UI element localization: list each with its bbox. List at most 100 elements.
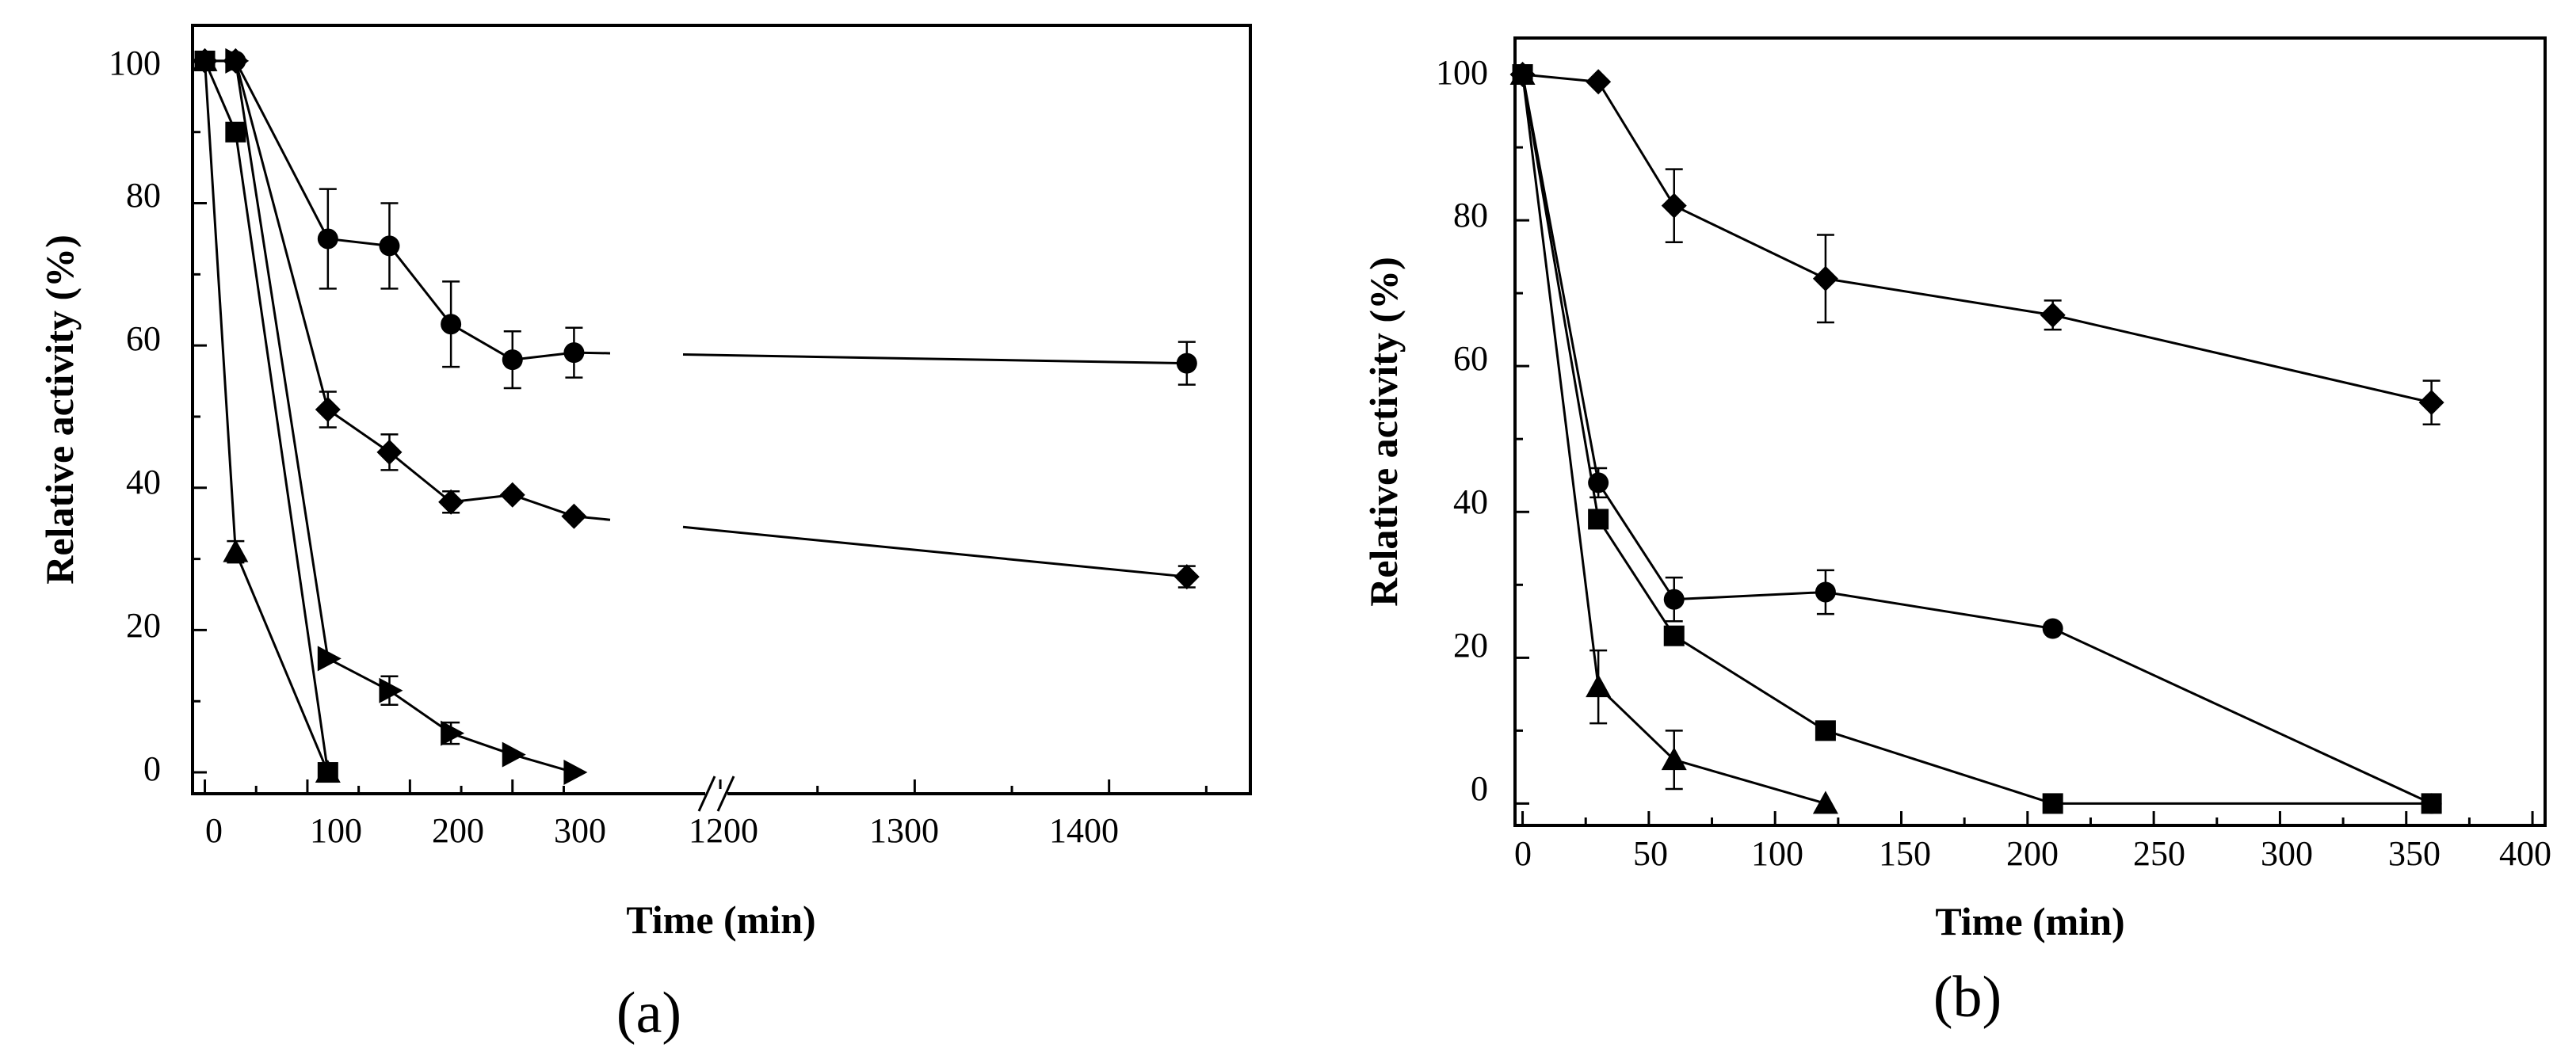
x-tick-label-b-400: 400 [2499, 834, 2551, 873]
axis-ticks-a [193, 59, 1208, 812]
x-axis-label-a: Time (min) [626, 897, 815, 942]
data-point-a-triangle-up-0 [192, 48, 218, 71]
x-tick-label-a-1400: 1400 [1049, 811, 1119, 850]
data-point-b-triangle-up-0 [1509, 62, 1536, 86]
y-tick-labels-b: 0 20 40 60 80 100 [1436, 53, 1488, 808]
x-tick-label-a-1300: 1300 [869, 811, 939, 850]
data-point-a-triangle-right-0 [225, 48, 250, 74]
line-segment-a-diamond-1 [234, 60, 330, 410]
data-point-a-triangle-up-1 [223, 539, 249, 562]
line-segment-b-square-1 [1597, 518, 1675, 637]
data-point-a-square-1 [225, 121, 246, 143]
data-point-a-triangle-right-3 [441, 720, 465, 746]
line-segment-a-circle-2 [327, 237, 390, 247]
plot-area-a [192, 48, 1200, 786]
data-point-a-diamond-2 [315, 397, 341, 422]
x-tick-label-b-0: 0 [1514, 834, 1532, 873]
y-tick-label-b-20: 20 [1453, 626, 1488, 665]
line-segment-b-square-2 [1673, 635, 1826, 732]
data-point-b-diamond-3 [1812, 265, 1838, 292]
line-segment-a-circle-5 [512, 351, 574, 361]
data-point-b-circle-2 [1663, 589, 1685, 610]
data-point-b-square-2 [1663, 625, 1685, 646]
line-segment-b-circle-2 [1673, 590, 1826, 601]
data-point-b-square-3 [1815, 720, 1836, 741]
line-segment-b-circle-4 [2052, 627, 2433, 805]
y-tick-label-a-100: 100 [109, 44, 161, 82]
y-tick-label-a-0: 0 [143, 749, 161, 788]
plot-area-b [1509, 62, 2444, 814]
data-point-a-circle-7 [1176, 353, 1197, 374]
data-point-a-diamond-5 [499, 482, 525, 508]
line-segment-b-diamond-2 [1673, 204, 1826, 280]
line-segment-a-circle-1 [235, 60, 330, 240]
chart-panel-a: 0 20 40 60 80 100 0 100 200 300 1200 130… [37, 24, 1252, 1046]
data-point-b-triangle-up-2 [1661, 747, 1687, 771]
y-tick-label-a-20: 20 [126, 606, 161, 645]
data-point-a-diamond-6 [561, 503, 587, 529]
y-axis-label-b: Relative activity (%) [1361, 257, 1406, 607]
y-tick-label-a-80: 80 [126, 176, 161, 215]
data-point-a-circle-4 [441, 314, 462, 335]
line-segment-b-triangle-up-2 [1673, 758, 1826, 805]
plot-frame-b [1513, 36, 2547, 827]
line-segment-a-diamond-2 [326, 408, 391, 454]
x-tick-label-a-0: 0 [205, 811, 223, 850]
x-tick-label-a-300: 300 [554, 811, 606, 850]
line-segment-b-triangle-up-0 [1521, 74, 1600, 688]
panel-label-a: (a) [616, 981, 681, 1046]
x-tick-label-b-200: 200 [2006, 834, 2059, 873]
data-point-a-circle-5 [502, 349, 523, 371]
line-segment-b-diamond-1 [1597, 81, 1676, 207]
axis-ticks-b [1515, 73, 2534, 825]
x-tick-label-a-100: 100 [310, 811, 362, 850]
data-point-a-triangle-right-4 [502, 741, 526, 768]
y-tick-label-b-0: 0 [1471, 769, 1488, 808]
x-tick-labels-a: 0 100 200 300 1200 1300 1400 [205, 811, 1119, 850]
data-point-a-diamond-4 [438, 489, 464, 515]
line-segment-b-triangle-up-1 [1597, 686, 1675, 761]
data-point-b-circle-3 [1815, 581, 1836, 603]
data-point-b-circle-4 [2042, 618, 2063, 639]
data-point-b-square-1 [1588, 509, 1609, 530]
data-point-a-triangle-up-2 [315, 760, 341, 783]
x-tick-label-b-100: 100 [1751, 834, 1803, 873]
line-segment-a-diamond-5 [512, 494, 574, 518]
line-segment-b-square-3 [1825, 729, 2054, 805]
axis-break-gap-a [705, 789, 727, 798]
data-point-a-circle-3 [379, 235, 400, 257]
axis-break-slash-a-2 [716, 776, 735, 812]
line-segment-a-circle-6b [682, 353, 1187, 365]
line-segment-a-triangle-right-0 [234, 60, 330, 659]
data-point-a-circle-6 [563, 342, 585, 364]
y-tick-label-a-40: 40 [126, 463, 161, 501]
y-tick-label-b-80: 80 [1453, 196, 1488, 234]
data-point-a-triangle-right-5 [563, 760, 588, 786]
x-axis-label-b: Time (min) [1935, 899, 2124, 943]
data-point-a-triangle-right-2 [379, 677, 403, 703]
x-tick-label-b-50: 50 [1633, 834, 1668, 873]
x-tick-label-b-150: 150 [1879, 834, 1931, 873]
line-segment-a-square-0 [204, 60, 237, 133]
line-segment-a-diamond-6b [682, 525, 1187, 578]
axis-break-slash-a-1 [697, 776, 716, 812]
y-tick-label-a-60: 60 [126, 319, 161, 358]
data-point-b-triangle-up-3 [1812, 791, 1838, 814]
data-point-b-diamond-2 [1661, 192, 1687, 219]
line-segment-a-triangle-up-1 [234, 551, 330, 773]
y-axis-label-a: Relative activity (%) [37, 234, 82, 585]
y-tick-label-b-40: 40 [1453, 482, 1488, 521]
data-point-b-square-4 [2042, 793, 2063, 814]
line-segment-b-diamond-0 [1522, 73, 1599, 83]
x-tick-label-a-200: 200 [432, 811, 484, 850]
x-tick-labels-b: 0 50 100 150 200 250 300 350 400 [1514, 834, 2551, 873]
y-tick-label-b-100: 100 [1436, 53, 1488, 92]
x-tick-label-b-250: 250 [2133, 834, 2185, 873]
data-point-b-triangle-up-1 [1586, 674, 1612, 698]
line-segment-a-circle-3 [388, 245, 452, 326]
data-point-a-diamond-3 [376, 439, 403, 465]
plot-frame-a [191, 24, 1252, 795]
x-tick-label-a-1200: 1200 [689, 811, 758, 850]
panel-label-b: (b) [1933, 965, 2002, 1030]
